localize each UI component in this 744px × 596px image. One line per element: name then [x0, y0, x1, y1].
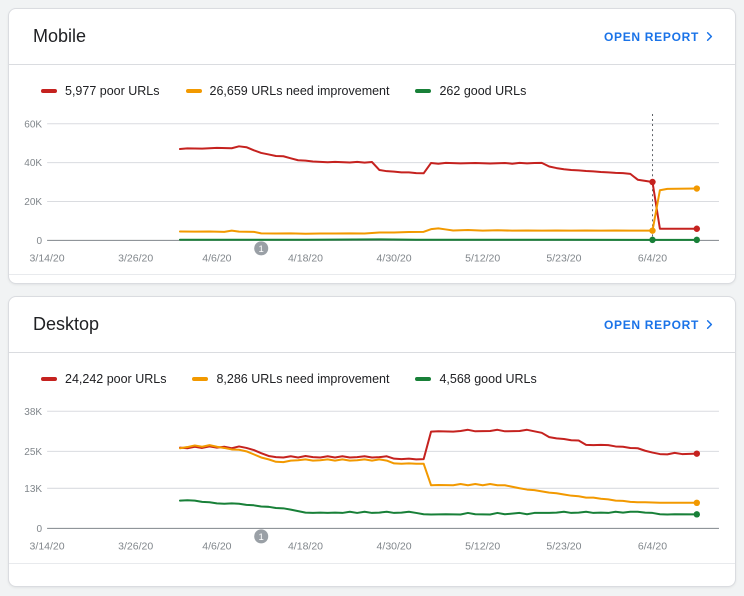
- legend-marker-poor: [41, 376, 57, 381]
- x-tick-label: 4/6/20: [202, 252, 231, 264]
- annotation-circle: [254, 241, 269, 256]
- series-line-poor: [178, 429, 698, 461]
- x-tick-label: 6/4/20: [638, 252, 667, 264]
- x-tick-label: 6/4/20: [638, 541, 667, 553]
- legend-label-needs-improvement: 8,286 URLs need improvement: [216, 371, 390, 386]
- y-tick-label: 38K: [24, 407, 42, 418]
- series-line-needs-improvement: [178, 444, 698, 505]
- annotation-marker[interactable]: 1: [254, 241, 269, 256]
- legend-marker-needs-improvement: [192, 376, 209, 381]
- desktop-legend: 24,242 poor URLs 8,286 URLs need improve…: [9, 353, 735, 388]
- open-report-label: OPEN REPORT: [603, 317, 699, 332]
- series-end-dot-poor: [693, 450, 701, 458]
- y-tick-label: 20K: [24, 197, 42, 208]
- series-end-dot-needs-improvement: [693, 185, 701, 192]
- mobile-chart-block: 0 20K 40K 60K 3/14/20 3/26/20 4/6/20 4/18/20 4/3…: [9, 100, 735, 276]
- annotation-label: 1: [259, 244, 264, 255]
- annotation-marker[interactable]: 1: [254, 529, 269, 544]
- mobile-open-report-link[interactable]: OPEN REPORT: [604, 29, 717, 44]
- x-tick-label: 5/12/20: [465, 252, 500, 264]
- mobile-card: Mobile OPEN REPORT 5,977 poor URLs 26,65…: [8, 8, 736, 285]
- x-tick-label: 4/30/20: [377, 252, 412, 264]
- legend-marker-good: [415, 376, 432, 381]
- series-end-dot-poor: [693, 225, 701, 232]
- mobile-chart[interactable]: 0 20K 40K 60K 3/14/20 3/26/20 4/6/20 4/18/20 4/3…: [17, 106, 727, 274]
- series-dot-needs-improvement: [649, 227, 656, 234]
- legend-marker-needs-improvement: [185, 88, 202, 93]
- series-end-dot-needs-improvement: [693, 500, 701, 507]
- legend-item-poor[interactable]: 5,977 poor URLs: [41, 84, 160, 98]
- legend-marker-poor: [41, 88, 57, 93]
- desktop-card: Desktop OPEN REPORT 24,242 poor URLs 8,2…: [8, 296, 736, 587]
- series-line-needs-improvement: [178, 187, 698, 235]
- desktop-chart[interactable]: 0 13K 25K 38K 3/14/20 3/26/20 4/6/20 4/18/20 4/3…: [17, 394, 727, 562]
- y-tick-label: 0: [37, 524, 43, 535]
- y-tick-label: 60K: [24, 119, 42, 130]
- series-end-dot-good: [693, 511, 701, 519]
- legend-item-needs-improvement[interactable]: 26,659 URLs need improvement: [185, 83, 390, 98]
- legend-item-good[interactable]: 4,568 good URLs: [415, 371, 537, 386]
- x-tick-label: 3/26/20: [118, 541, 153, 553]
- x-tick-label: 5/23/20: [546, 541, 581, 553]
- desktop-open-report-link[interactable]: OPEN REPORT: [604, 317, 717, 332]
- legend-label-needs-improvement: 26,659 URLs need improvement: [209, 83, 390, 98]
- legend-item-needs-improvement[interactable]: 8,286 URLs need improvement: [192, 372, 389, 386]
- legend-item-good[interactable]: 262 good URLs: [415, 84, 526, 98]
- y-tick-label: 0: [37, 236, 43, 247]
- series-dot-poor: [649, 178, 656, 186]
- desktop-card-title: Desktop: [33, 314, 100, 335]
- mobile-card-title: Mobile: [33, 26, 87, 46]
- annotation-circle: [254, 529, 269, 544]
- legend-label-poor: 5,977 poor URLs: [65, 83, 160, 98]
- x-tick-label: 4/18/20: [288, 252, 323, 264]
- series-line-poor: [178, 145, 698, 230]
- legend-item-poor[interactable]: 24,242 poor URLs: [41, 372, 166, 386]
- x-tick-label: 5/12/20: [465, 541, 500, 553]
- mobile-legend: 5,977 poor URLs 26,659 URLs need improve…: [9, 65, 735, 100]
- y-tick-label: 25K: [24, 447, 42, 458]
- chevron-right-icon: [706, 320, 713, 330]
- annotation-label: 1: [259, 532, 264, 543]
- series-line-good: [178, 238, 698, 241]
- desktop-card-header: Desktop OPEN REPORT: [9, 297, 735, 354]
- x-tick-label: 3/26/20: [118, 252, 153, 264]
- page: Mobile OPEN REPORT 5,977 poor URLs 26,65…: [8, 8, 736, 587]
- x-tick-label: 3/14/20: [30, 541, 65, 553]
- legend-label-good: 4,568 good URLs: [439, 371, 537, 386]
- x-tick-label: 4/30/20: [377, 541, 412, 553]
- y-tick-label: 40K: [24, 158, 42, 169]
- desktop-chart-block: 0 13K 25K 38K 3/14/20 3/26/20 4/6/20 4/18/20 4/3…: [9, 388, 735, 564]
- mobile-card-header: Mobile OPEN REPORT: [9, 9, 735, 65]
- open-report-label: OPEN REPORT: [603, 29, 699, 44]
- series-end-dot-good: [693, 236, 701, 244]
- legend-label-poor: 24,242 poor URLs: [65, 371, 167, 386]
- legend-label-good: 262 good URLs: [439, 83, 527, 98]
- legend-marker-good: [415, 88, 432, 93]
- series-dot-good: [649, 236, 656, 244]
- chevron-right-icon: [706, 32, 713, 41]
- x-tick-label: 4/6/20: [202, 541, 231, 553]
- x-tick-label: 5/23/20: [546, 252, 581, 264]
- series-line-good: [178, 499, 698, 517]
- x-tick-label: 3/14/20: [30, 252, 65, 264]
- y-tick-label: 13K: [24, 484, 42, 495]
- x-tick-label: 4/18/20: [288, 541, 323, 553]
